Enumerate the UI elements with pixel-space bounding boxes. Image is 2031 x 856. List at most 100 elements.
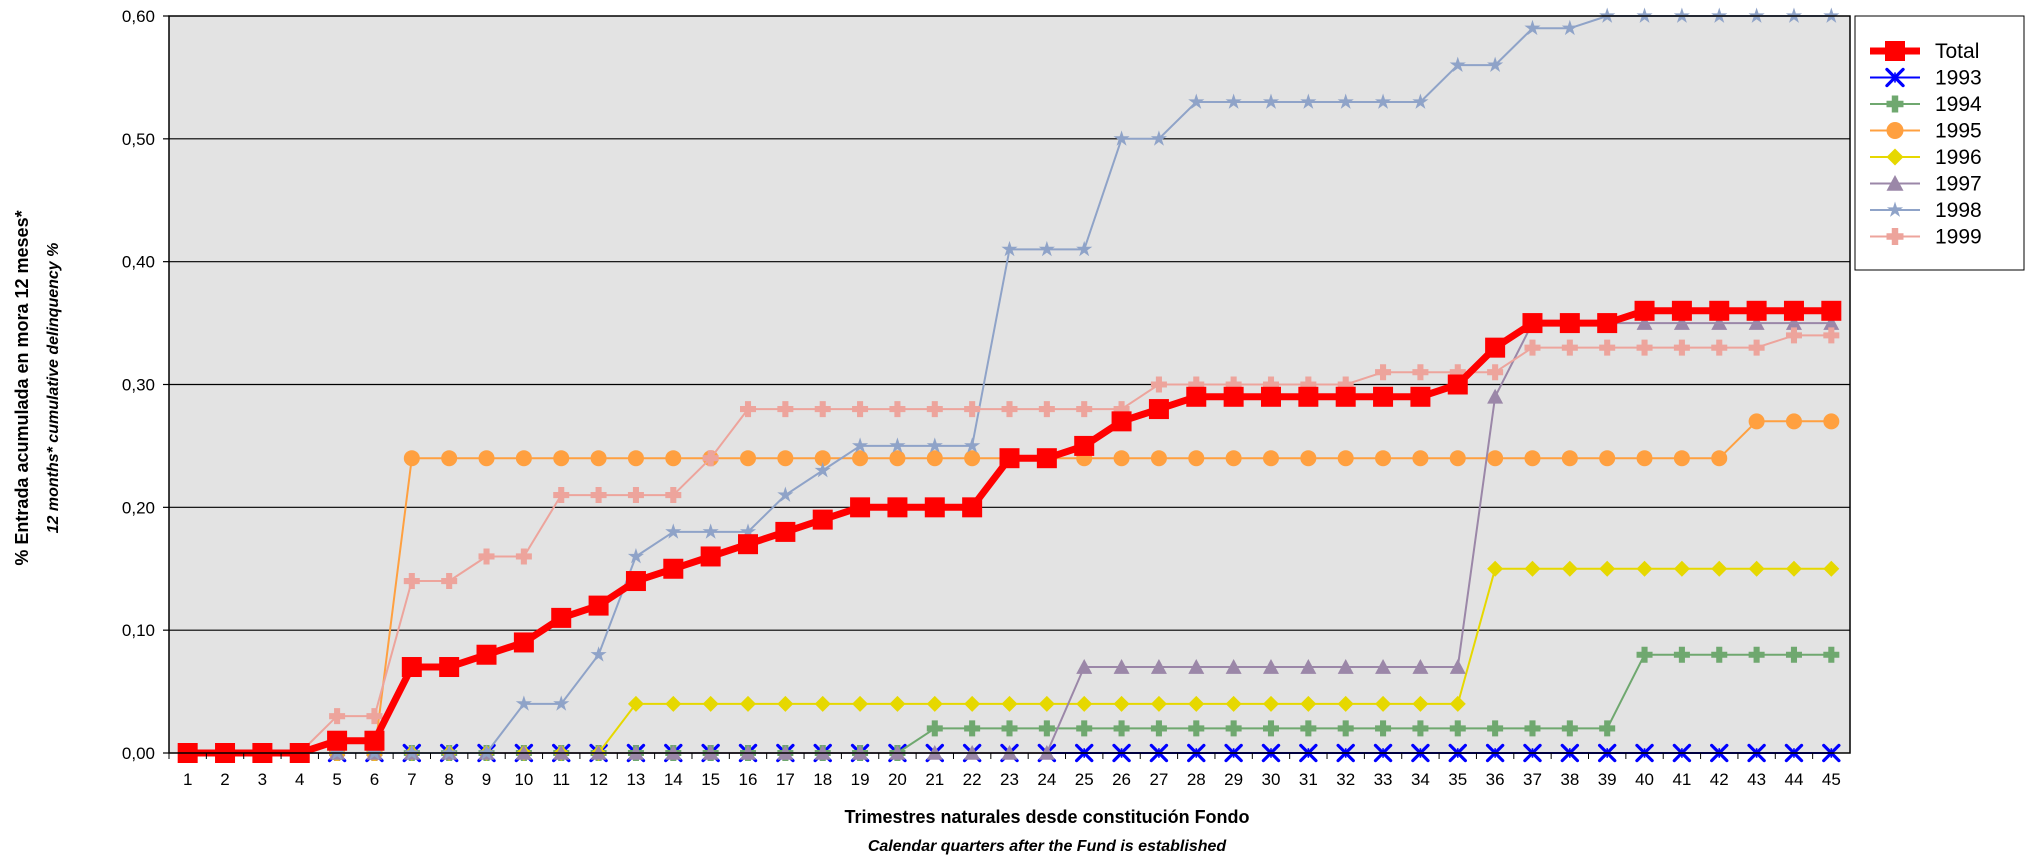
data-point — [926, 450, 943, 467]
data-point — [1524, 339, 1541, 356]
data-point — [1785, 315, 1802, 330]
data-point — [515, 548, 532, 565]
x-axis-subtitle: Calendar quarters after the Fund is esta… — [868, 838, 1228, 855]
data-point — [852, 401, 869, 418]
data-point — [1823, 560, 1840, 577]
data-point — [1113, 720, 1130, 737]
data-point — [1636, 560, 1653, 577]
x-tick-label: 44 — [1785, 770, 1804, 789]
data-point — [964, 720, 981, 737]
x-tick-label: 20 — [888, 770, 907, 789]
data-point — [1673, 7, 1690, 23]
data-point — [702, 450, 719, 467]
data-point — [1113, 659, 1130, 674]
data-point — [1449, 695, 1466, 712]
data-point — [1449, 720, 1466, 737]
data-point — [1785, 646, 1802, 663]
x-tick-label: 39 — [1598, 770, 1617, 789]
data-point — [1785, 413, 1802, 430]
x-tick-label: 2 — [220, 770, 229, 789]
legend-item-1993: 1993 — [1870, 67, 1982, 90]
data-point — [1671, 300, 1692, 321]
data-point — [777, 695, 794, 712]
data-point — [1487, 56, 1504, 73]
data-point — [1711, 7, 1728, 23]
x-tick-label: 1 — [183, 770, 192, 789]
data-point — [775, 521, 796, 542]
legend-label: Total — [1935, 40, 1979, 63]
data-point — [852, 695, 869, 712]
data-point — [1225, 93, 1242, 109]
data-point — [553, 695, 570, 711]
data-point — [1711, 339, 1728, 356]
data-point — [1188, 720, 1205, 737]
data-point — [964, 695, 981, 712]
data-point — [739, 523, 757, 539]
data-point — [1597, 313, 1618, 334]
data-point — [962, 497, 983, 518]
data-point — [1487, 560, 1504, 577]
x-tick-label: 32 — [1336, 770, 1355, 789]
data-point — [1113, 401, 1130, 418]
legend-marker — [1885, 41, 1905, 61]
data-point — [1823, 315, 1840, 330]
data-point — [777, 450, 794, 467]
x-axis-ticks: 1 2 3 4 5 6 7 8 9 10 11 12 13 14 15 16 17 18 19 20 21 22 23 24 2… — [168, 753, 1841, 789]
data-point — [627, 547, 645, 564]
data-point — [1150, 659, 1167, 674]
x-tick-label: 30 — [1262, 770, 1281, 789]
gridlines — [169, 138, 1850, 631]
x-tick-label: 9 — [482, 770, 491, 789]
data-point — [1038, 720, 1055, 737]
data-point — [1111, 411, 1132, 432]
x-tick-label: 22 — [963, 770, 982, 789]
data-point — [1412, 450, 1429, 467]
data-point — [850, 497, 871, 518]
legend-label: 1993 — [1935, 67, 1982, 90]
data-point — [889, 401, 906, 418]
data-point — [1599, 7, 1616, 23]
data-point — [1636, 646, 1653, 663]
y-axis-subtitle: 12 months* cumulative delinquency % — [45, 243, 62, 534]
x-tick-label: 14 — [664, 770, 683, 789]
data-point — [702, 523, 719, 539]
data-point — [478, 450, 495, 467]
data-point — [665, 523, 682, 539]
data-point — [1337, 93, 1354, 109]
data-point — [1335, 386, 1356, 407]
data-point — [590, 450, 607, 467]
data-point — [1748, 646, 1765, 663]
data-point — [1337, 376, 1354, 393]
data-point — [1262, 93, 1280, 109]
data-point — [1447, 374, 1468, 395]
data-point — [1262, 659, 1279, 674]
data-point — [515, 695, 532, 711]
data-point — [1262, 376, 1279, 393]
x-tick-label: 17 — [776, 770, 795, 789]
data-point — [1150, 450, 1167, 467]
data-point — [441, 744, 458, 760]
data-point — [1636, 450, 1653, 467]
data-point — [738, 534, 759, 555]
data-point — [478, 548, 495, 565]
x-tick-label: 26 — [1112, 770, 1131, 789]
legend-item-1999: 1999 — [1870, 226, 1982, 249]
y-tick-label: 0,10 — [122, 621, 155, 640]
data-point — [1823, 7, 1840, 23]
data-point — [366, 744, 383, 760]
data-point — [590, 646, 607, 662]
x-tick-label: 4 — [295, 770, 304, 789]
data-point — [1821, 300, 1842, 321]
data-point — [740, 401, 757, 418]
data-point — [476, 644, 497, 665]
x-tick-label: 16 — [739, 770, 758, 789]
data-point — [1673, 560, 1690, 577]
data-point — [1561, 19, 1578, 36]
x-tick-label: 38 — [1560, 770, 1579, 789]
data-point — [1522, 313, 1543, 334]
x-tick-label: 18 — [813, 770, 832, 789]
series-total — [177, 300, 1842, 763]
legend-item-1994: 1994 — [1870, 93, 1982, 116]
data-point — [1188, 659, 1205, 674]
legend-label: 1995 — [1935, 120, 1982, 143]
